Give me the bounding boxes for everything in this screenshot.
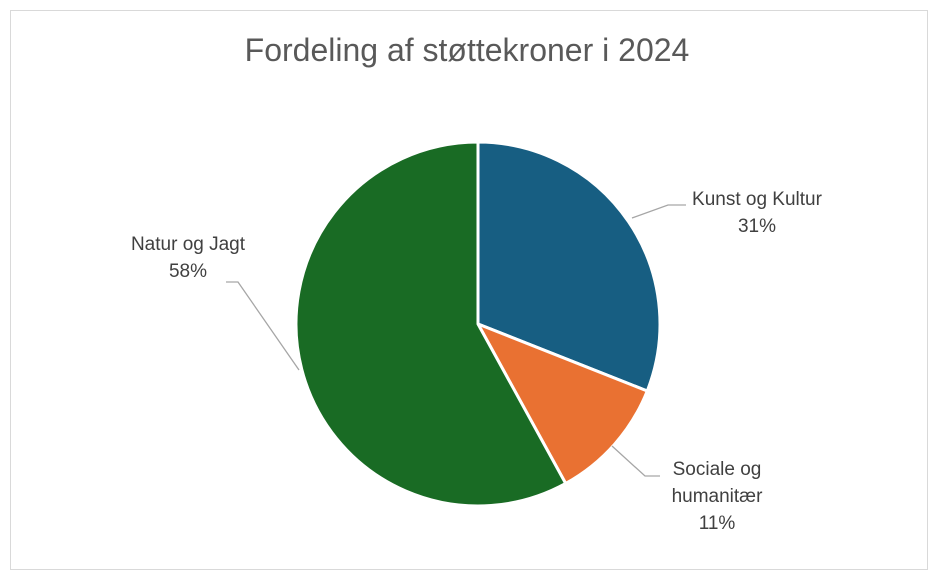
leader-line-2 [226,281,300,371]
pie-slice-0 [476,140,662,393]
data-label-value-1: 11% [699,513,736,534]
data-label-value-2: 58% [169,261,207,282]
data-label-0: Kunst og Kultur 31% [692,189,823,237]
pie-slice-2 [294,140,568,508]
pie-slice-1 [476,322,649,485]
data-label-name-0: Kunst og Kultur [692,189,823,210]
leader-line-1 [611,445,660,477]
data-label-name-1: Sociale og [673,459,762,480]
data-label-value-0: 31% [738,216,776,237]
data-label-name-2: Natur og Jagt [131,234,246,255]
chart-title: Fordeling af støttekroner i 2024 [244,32,690,68]
data-label-name-1: humanitær [672,486,763,507]
leader-line-0 [631,204,686,219]
data-label-2: Natur og Jagt 58% [131,234,246,282]
data-label-1: Sociale og humanitær 11% [672,459,763,534]
